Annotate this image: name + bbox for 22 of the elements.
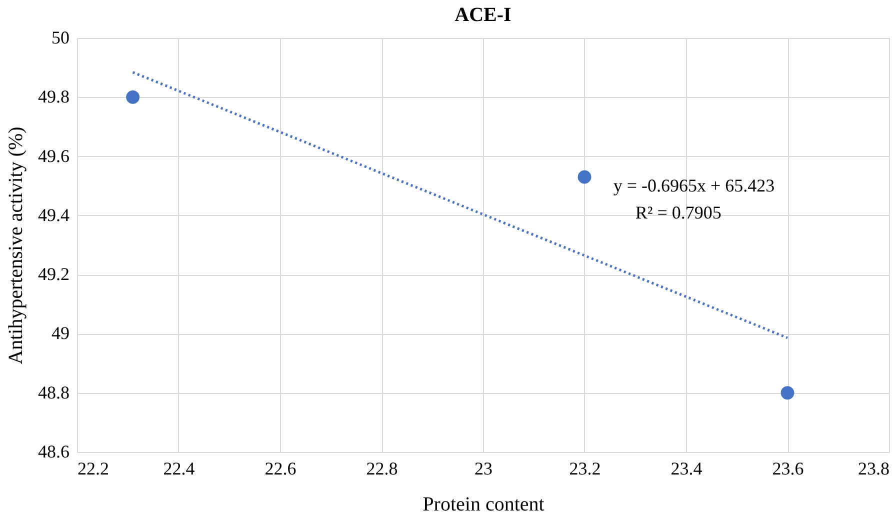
x-tick-label: 23.6 <box>772 458 804 478</box>
annotation: y = -0.6965x + 65.423 <box>613 175 775 196</box>
y-tick-label: 50 <box>52 28 70 48</box>
y-tick-label: 49.6 <box>38 146 70 166</box>
x-tick-label: 23.4 <box>670 458 702 478</box>
y-tick-label: 49.2 <box>38 264 70 284</box>
x-tick-label: 22.6 <box>264 458 296 478</box>
x-axis-title: Protein content <box>422 494 545 516</box>
y-axis-title: Antihypertensive activity (%) <box>5 126 27 364</box>
x-tick-label: 23.2 <box>569 458 601 478</box>
chart-title: ACE-I <box>454 4 512 26</box>
annotation: R² = 0.7905 <box>635 202 722 222</box>
y-tick-label: 49 <box>52 323 70 344</box>
x-tick-label: 22.2 <box>78 458 109 478</box>
x-tick-label: 23 <box>474 458 492 478</box>
y-tick-label: 49.4 <box>38 204 70 225</box>
y-tick-label: 48.8 <box>38 382 70 402</box>
x-tick-label: 23.8 <box>858 458 890 478</box>
y-tick-label: 49.8 <box>38 86 70 107</box>
y-tick-label: 48.6 <box>38 442 70 462</box>
x-tick-label: 22.8 <box>366 458 398 478</box>
x-tick-label: 22.4 <box>163 458 195 478</box>
